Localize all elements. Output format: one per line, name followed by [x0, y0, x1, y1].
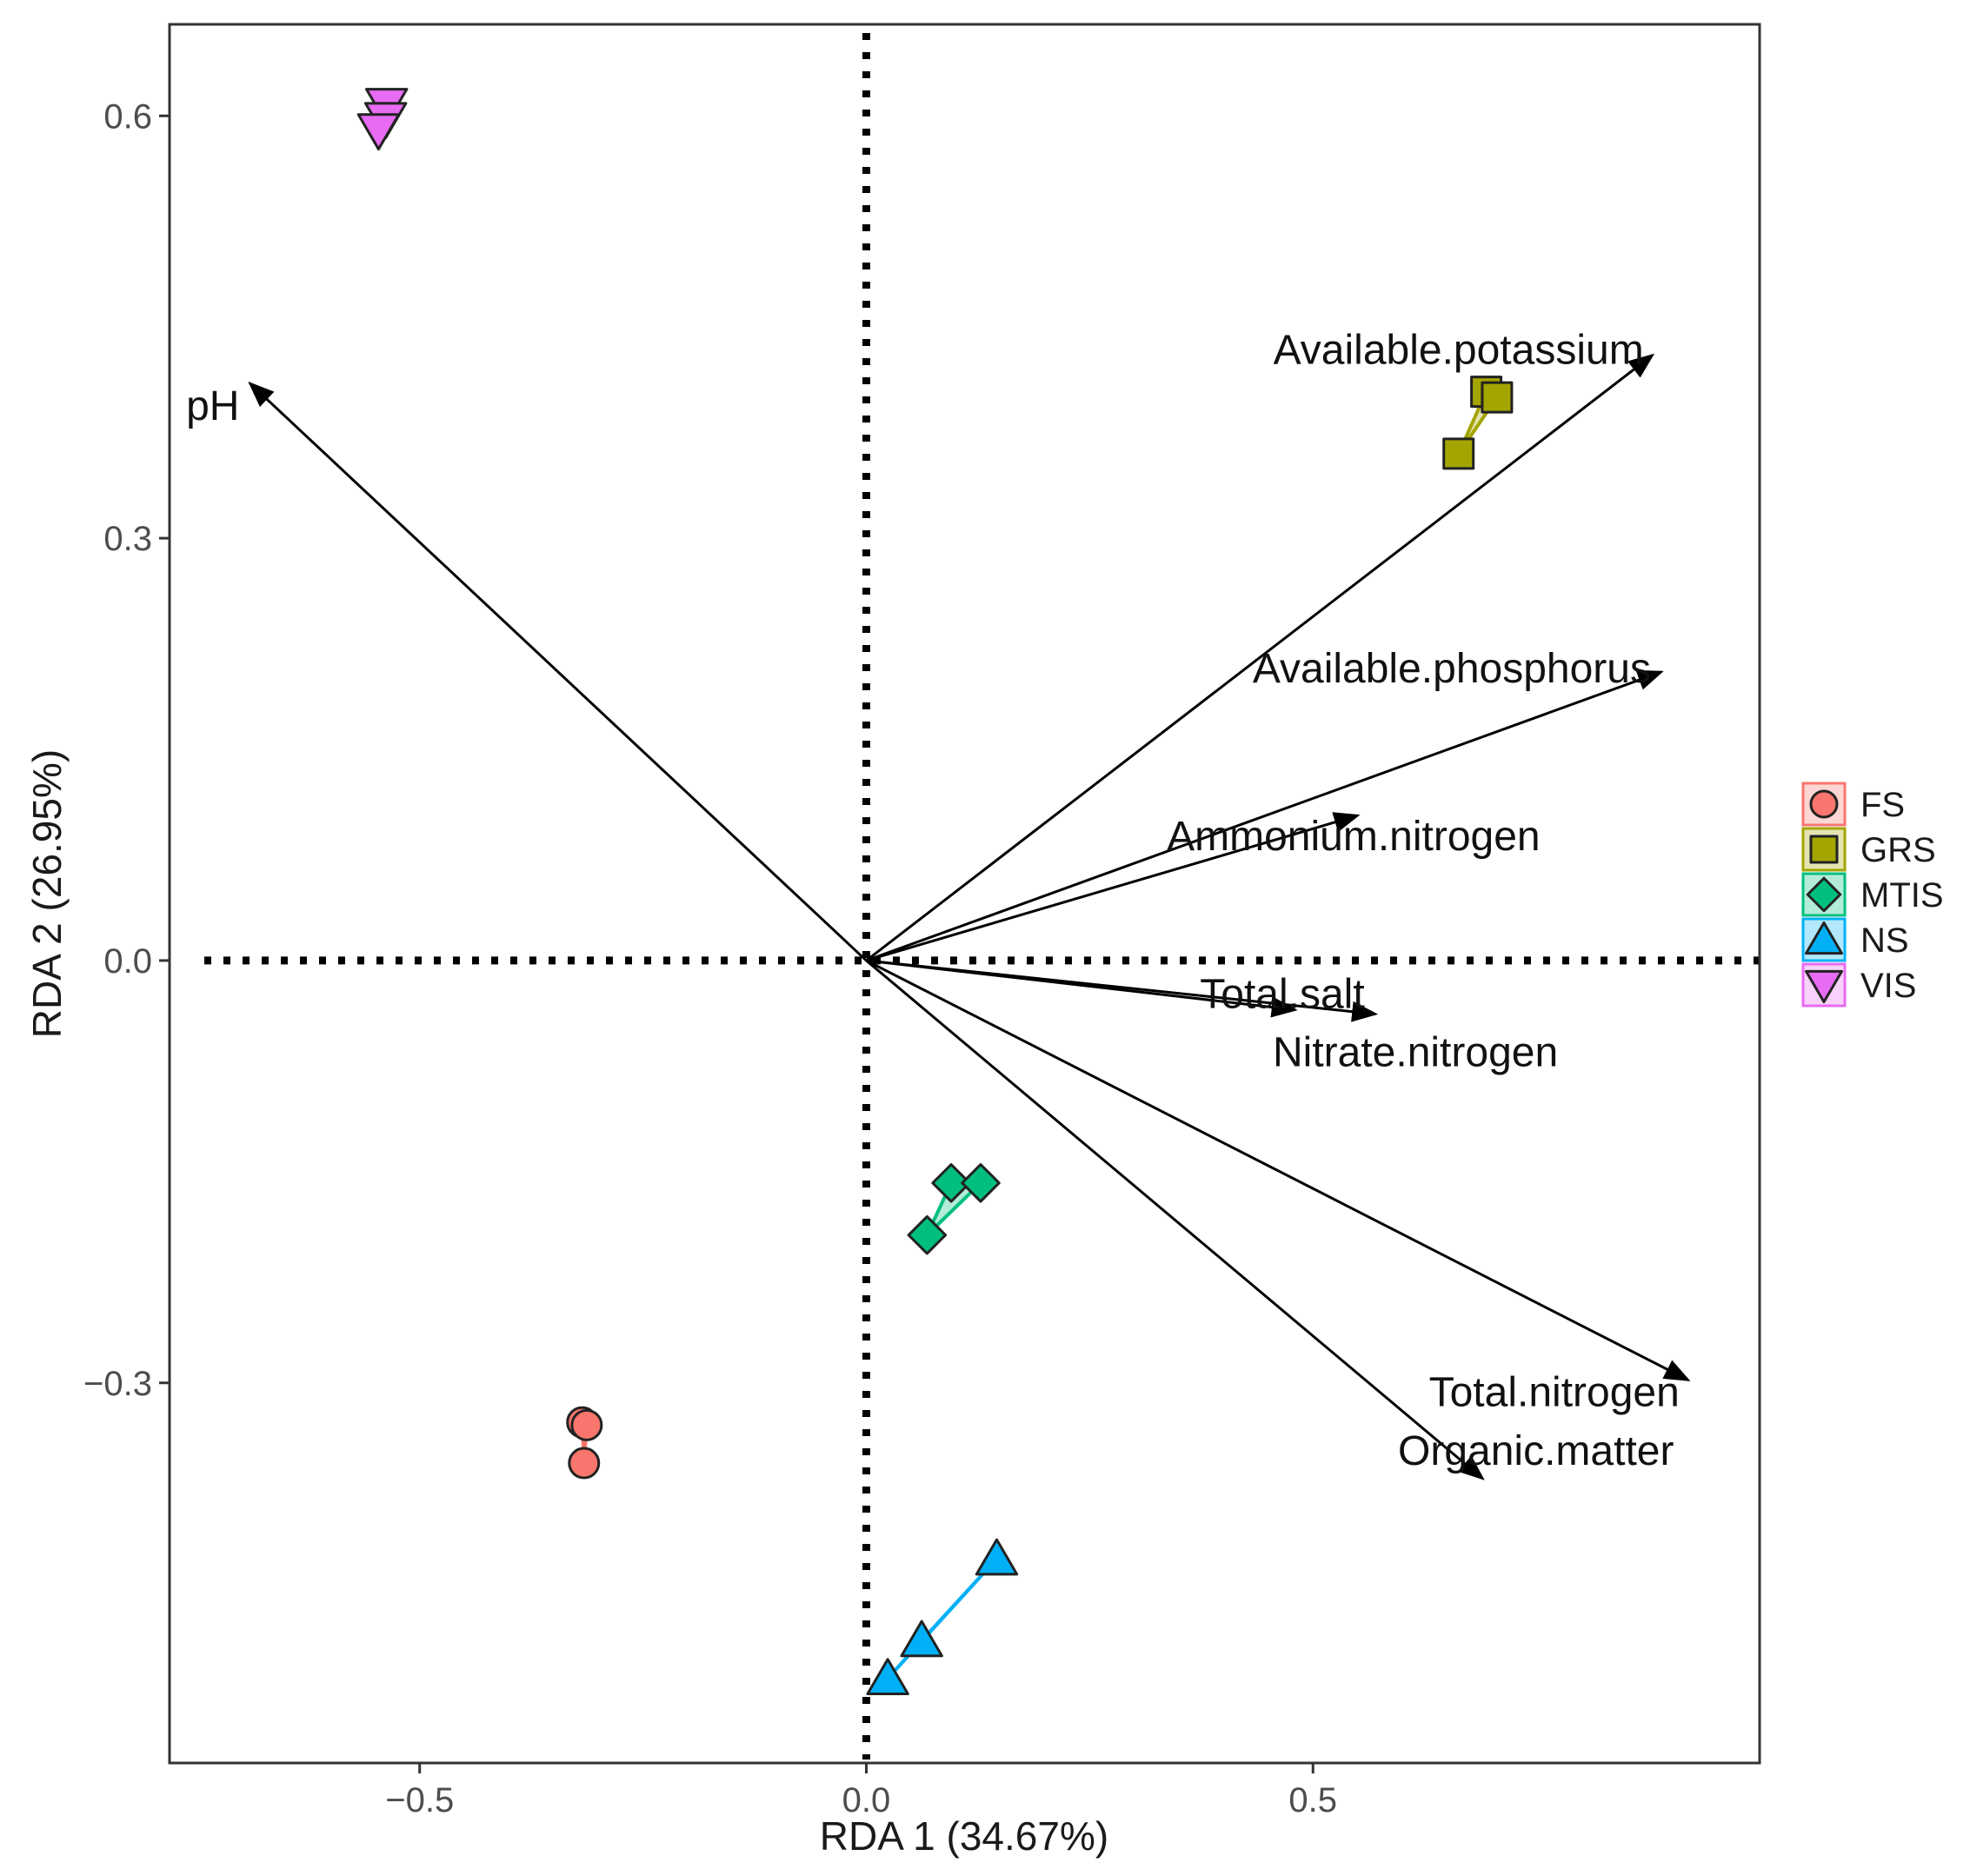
- point-mtis: [931, 1163, 971, 1203]
- arrow-available-potassium: [865, 353, 1655, 962]
- environment-arrows: [248, 353, 1691, 1480]
- point-fs: [568, 1447, 601, 1480]
- plot-border: [168, 23, 1761, 1765]
- x-axis: −0.5 0.0 0.5: [385, 1763, 1337, 1819]
- x-axis-title: RDA 1 (34.67%): [820, 1813, 1108, 1859]
- y-tick-label: −0.3: [83, 1365, 152, 1403]
- point-mtis: [961, 1163, 1001, 1203]
- x-tick-label: −0.5: [385, 1781, 454, 1819]
- arrow-label-organic-matter: Organic.matter: [1398, 1428, 1674, 1474]
- arrow-ph: [248, 381, 868, 962]
- arrow-label-total-salt: Total.salt: [1200, 972, 1364, 1018]
- arrow-organic-matter: [865, 959, 1485, 1480]
- arrow-labels: pH Available.potassium Available.phosphoru…: [186, 328, 1680, 1474]
- point-grs: [1442, 437, 1475, 470]
- arrow-label-ammonium-nitrogen: Ammonium.nitrogen: [1167, 814, 1541, 860]
- point-ns: [866, 1658, 909, 1696]
- arrow-ammonium-nitrogen: [866, 812, 1361, 962]
- point-vis: [356, 113, 401, 151]
- y-tick-label: 0.3: [103, 520, 152, 558]
- point-fs: [570, 1408, 603, 1441]
- arrow-label-ph: pH: [186, 383, 239, 429]
- arrow-total-nitrogen: [865, 959, 1691, 1381]
- x-tick-label: 0.0: [842, 1781, 891, 1819]
- legend-symbol-grs: [1809, 835, 1839, 864]
- arrow-available-phosphorus: [865, 669, 1664, 962]
- plot-panel: [170, 24, 1760, 1763]
- sample-points: [356, 88, 1514, 1696]
- legend-symbol-vis: [1805, 969, 1843, 1003]
- y-tick-label: 0.0: [103, 942, 152, 981]
- legend-symbol-mtis: [1806, 876, 1842, 913]
- legend: FS GRS MTIS NS VIS: [1801, 782, 1944, 1008]
- y-axis: −0.3 0.0 0.3 0.6: [83, 97, 170, 1403]
- arrow-label-available-potassium: Available.potassium: [1274, 328, 1644, 374]
- arrow-label-available-phosphorus: Available.phosphorus: [1253, 646, 1651, 692]
- y-tick-label: 0.6: [103, 97, 152, 136]
- point-ns: [975, 1538, 1019, 1576]
- point-grs: [1481, 381, 1514, 414]
- legend-symbol-fs: [1809, 789, 1839, 819]
- legend-symbol-ns: [1805, 921, 1843, 955]
- x-tick-label: 0.5: [1288, 1781, 1337, 1819]
- legend-label-ns: NS: [1860, 921, 1909, 960]
- point-mtis: [907, 1214, 948, 1255]
- arrow-nitrate-nitrogen: [866, 959, 1379, 1022]
- point-ns: [900, 1620, 943, 1658]
- y-axis-title: RDA 2 (26.95%): [24, 749, 70, 1038]
- arrow-label-total-nitrogen: Total.nitrogen: [1429, 1370, 1680, 1416]
- legend-label-fs: FS: [1860, 786, 1905, 824]
- legend-label-vis: VIS: [1860, 967, 1916, 1005]
- arrow-label-nitrate-nitrogen: Nitrate.nitrogen: [1273, 1029, 1558, 1075]
- legend-label-mtis: MTIS: [1860, 876, 1944, 915]
- legend-label-grs: GRS: [1860, 831, 1936, 869]
